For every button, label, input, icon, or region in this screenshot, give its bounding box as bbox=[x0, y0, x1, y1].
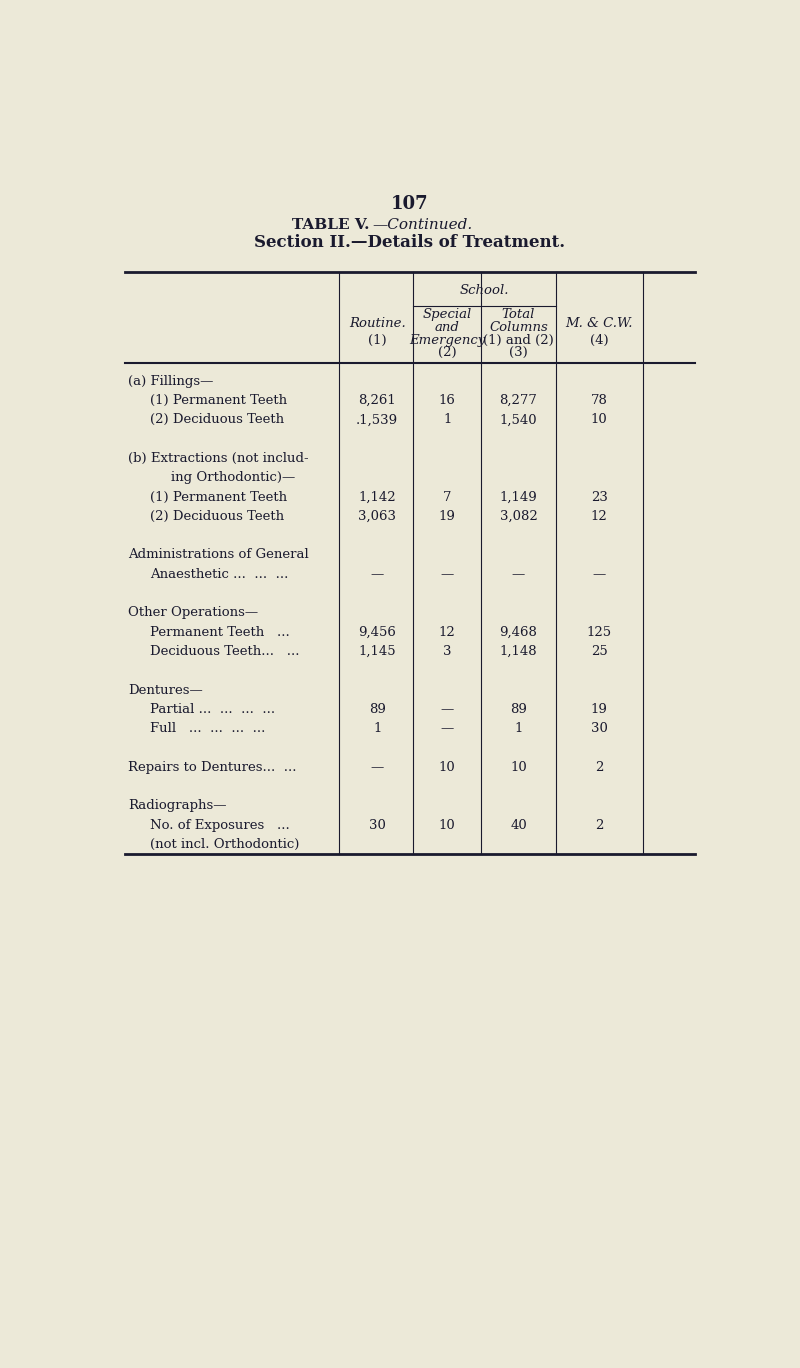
Text: —: — bbox=[370, 568, 384, 581]
Text: 107: 107 bbox=[391, 196, 429, 213]
Text: —: — bbox=[441, 568, 454, 581]
Text: (not incl. Orthodontic): (not incl. Orthodontic) bbox=[150, 839, 299, 851]
Text: —Continued.: —Continued. bbox=[373, 219, 473, 233]
Text: School.: School. bbox=[460, 285, 509, 297]
Text: (1) Permanent Teeth: (1) Permanent Teeth bbox=[150, 394, 286, 408]
Text: 10: 10 bbox=[439, 818, 455, 832]
Text: 1: 1 bbox=[373, 722, 382, 735]
Text: —: — bbox=[441, 703, 454, 715]
Text: 19: 19 bbox=[590, 703, 607, 715]
Text: 12: 12 bbox=[590, 510, 607, 523]
Text: Routine.: Routine. bbox=[349, 317, 406, 330]
Text: 3,082: 3,082 bbox=[500, 510, 538, 523]
Text: 9,456: 9,456 bbox=[358, 625, 396, 639]
Text: (1) Permanent Teeth: (1) Permanent Teeth bbox=[150, 491, 286, 503]
Text: (2) Deciduous Teeth: (2) Deciduous Teeth bbox=[150, 510, 284, 523]
Text: 89: 89 bbox=[510, 703, 527, 715]
Text: 25: 25 bbox=[590, 644, 607, 658]
Text: Full   ...  ...  ...  ...: Full ... ... ... ... bbox=[150, 722, 265, 735]
Text: 10: 10 bbox=[590, 413, 607, 427]
Text: Radiographs—: Radiographs— bbox=[128, 799, 226, 813]
Text: 16: 16 bbox=[438, 394, 456, 408]
Text: Anaesthetic ...  ...  ...: Anaesthetic ... ... ... bbox=[150, 568, 288, 581]
Text: (4): (4) bbox=[590, 334, 609, 346]
Text: 30: 30 bbox=[369, 818, 386, 832]
Text: ing Orthodontic)—: ing Orthodontic)— bbox=[171, 472, 295, 484]
Text: 10: 10 bbox=[510, 761, 527, 774]
Text: Deciduous Teeth...   ...: Deciduous Teeth... ... bbox=[150, 644, 299, 658]
Text: Administrations of General: Administrations of General bbox=[128, 549, 309, 561]
Text: 1,149: 1,149 bbox=[500, 491, 538, 503]
Text: Permanent Teeth   ...: Permanent Teeth ... bbox=[150, 625, 290, 639]
Text: TABLE V.: TABLE V. bbox=[292, 219, 370, 233]
Text: M. & C.W.: M. & C.W. bbox=[566, 317, 633, 330]
Text: 30: 30 bbox=[590, 722, 607, 735]
Text: (a) Fillings—: (a) Fillings— bbox=[128, 375, 214, 387]
Text: Special: Special bbox=[422, 308, 472, 321]
Text: —: — bbox=[593, 568, 606, 581]
Text: 3: 3 bbox=[443, 644, 451, 658]
Text: 19: 19 bbox=[438, 510, 456, 523]
Text: 12: 12 bbox=[439, 625, 455, 639]
Text: Total: Total bbox=[502, 308, 535, 321]
Text: 3,063: 3,063 bbox=[358, 510, 396, 523]
Text: Emergency: Emergency bbox=[409, 334, 486, 346]
Text: Partial ...  ...  ...  ...: Partial ... ... ... ... bbox=[150, 703, 274, 715]
Text: Columns: Columns bbox=[489, 321, 548, 334]
Text: 78: 78 bbox=[590, 394, 607, 408]
Text: —: — bbox=[512, 568, 525, 581]
Text: 1,540: 1,540 bbox=[500, 413, 538, 427]
Text: 89: 89 bbox=[369, 703, 386, 715]
Text: 2: 2 bbox=[595, 818, 603, 832]
Text: 1,145: 1,145 bbox=[358, 644, 396, 658]
Text: (1) and (2): (1) and (2) bbox=[483, 334, 554, 346]
Text: 1,148: 1,148 bbox=[500, 644, 538, 658]
Text: (2) Deciduous Teeth: (2) Deciduous Teeth bbox=[150, 413, 284, 427]
Text: 7: 7 bbox=[443, 491, 451, 503]
Text: (b) Extractions (not includ-: (b) Extractions (not includ- bbox=[128, 451, 309, 465]
Text: 125: 125 bbox=[586, 625, 612, 639]
Text: 8,277: 8,277 bbox=[499, 394, 538, 408]
Text: Section II.—Details of Treatment.: Section II.—Details of Treatment. bbox=[254, 234, 566, 250]
Text: 40: 40 bbox=[510, 818, 527, 832]
Text: (3): (3) bbox=[509, 346, 528, 360]
Text: No. of Exposures   ...: No. of Exposures ... bbox=[150, 818, 290, 832]
Text: —: — bbox=[370, 761, 384, 774]
Text: Dentures—: Dentures— bbox=[128, 684, 202, 696]
Text: 8,261: 8,261 bbox=[358, 394, 396, 408]
Text: 2: 2 bbox=[595, 761, 603, 774]
Text: 23: 23 bbox=[590, 491, 607, 503]
Text: —: — bbox=[441, 722, 454, 735]
Text: 1,142: 1,142 bbox=[358, 491, 396, 503]
Text: and: and bbox=[434, 321, 460, 334]
Text: 9,468: 9,468 bbox=[499, 625, 538, 639]
Text: 1: 1 bbox=[443, 413, 451, 427]
Text: (2): (2) bbox=[438, 346, 457, 360]
Text: 1: 1 bbox=[514, 722, 522, 735]
Text: Other Operations—: Other Operations— bbox=[128, 606, 258, 620]
Text: Repairs to Dentures...  ...: Repairs to Dentures... ... bbox=[128, 761, 296, 774]
Text: (1): (1) bbox=[368, 334, 386, 346]
Text: .1,539: .1,539 bbox=[356, 413, 398, 427]
Text: 10: 10 bbox=[439, 761, 455, 774]
